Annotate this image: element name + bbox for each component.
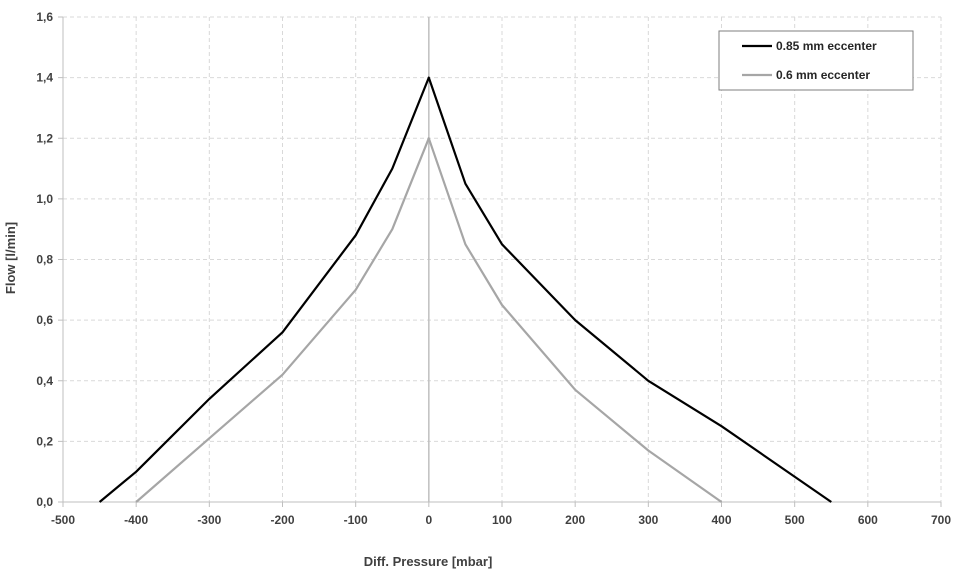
x-tick-label: -200 — [270, 513, 294, 527]
series-line-1 — [98, 76, 832, 503]
x-tick-label: 700 — [931, 513, 951, 527]
y-tick-label: 1,4 — [36, 71, 53, 85]
legend: 0.85 mm eccenter 0.6 mm eccenter — [718, 30, 914, 91]
y-tick-label: 1,2 — [36, 131, 53, 145]
x-tick-label: 500 — [785, 513, 805, 527]
x-axis-title: Diff. Pressure [mbar] — [364, 554, 493, 569]
y-tick-label: 0,6 — [36, 313, 53, 327]
legend-label: 0.85 mm eccenter — [776, 39, 877, 53]
y-tick-label: 1,6 — [36, 10, 53, 24]
x-tick-label: 100 — [492, 513, 512, 527]
y-axis-title: Flow [l/min] — [3, 222, 18, 294]
y-tick-label: 0,8 — [36, 253, 53, 267]
legend-label: 0.6 mm eccenter — [776, 68, 870, 82]
legend-box — [718, 30, 914, 91]
y-tick-label: 0,2 — [36, 434, 53, 448]
x-tick-label: 0 — [425, 513, 432, 527]
x-tick-label: -300 — [197, 513, 221, 527]
x-tick-labels: -500 -400 -300 -200 -100 0 100 200 300 400 500 600 7… — [51, 513, 951, 527]
x-tick-label: -500 — [51, 513, 75, 527]
x-tick-label: 300 — [638, 513, 658, 527]
x-tick-label: 200 — [565, 513, 585, 527]
y-tick-label: 1,0 — [36, 192, 53, 206]
x-tick-label: 600 — [858, 513, 878, 527]
x-tick-label: -400 — [124, 513, 148, 527]
y-tick-label: 0,4 — [36, 374, 53, 388]
y-tick-labels: 0,0 0,2 0,4 0,6 0,8 1,0 1,2 1,4 1,6 — [36, 10, 53, 509]
x-tick-label: -100 — [344, 513, 368, 527]
x-tick-label: 400 — [711, 513, 731, 527]
series-lines — [98, 76, 832, 503]
axes — [58, 16, 942, 507]
y-tick-label: 0,0 — [36, 495, 53, 509]
series-line-2 — [135, 137, 723, 503]
